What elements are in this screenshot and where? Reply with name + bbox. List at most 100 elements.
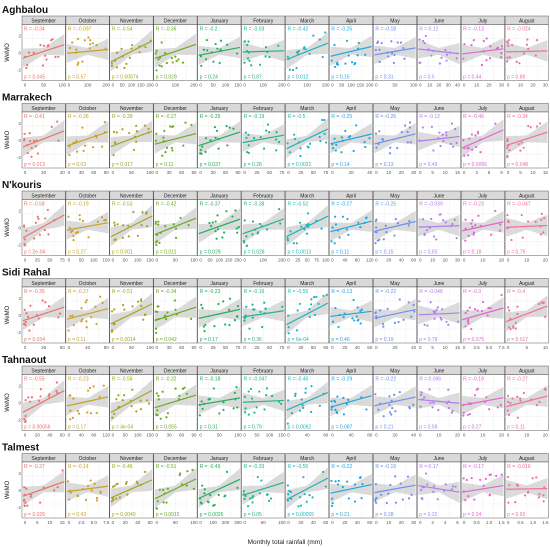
data-point (102, 384, 105, 387)
p-value-label: p = 0.32 (419, 512, 437, 518)
x-tick-label: 0 (375, 345, 378, 350)
data-point (170, 146, 173, 150)
p-value-label: p = 0.21 (331, 512, 349, 518)
data-point (294, 394, 297, 397)
data-point (293, 133, 296, 136)
r-value-label: R = -0.047 (507, 202, 531, 208)
data-point (535, 125, 539, 128)
facet-strip-label: December (164, 456, 187, 462)
data-point (368, 137, 371, 140)
data-point (333, 43, 336, 47)
x-tick-label: 20 (487, 83, 493, 88)
x-tick-label: 0.5 (473, 520, 480, 525)
p-value-label: p = 0.00055 (288, 512, 315, 518)
data-point (139, 408, 143, 411)
x-tick-label: 0 (155, 345, 158, 350)
data-point (476, 309, 479, 312)
x-tick-label: 30 (167, 170, 173, 175)
confidence-band (286, 381, 328, 420)
confidence-band (154, 33, 197, 68)
confidence-band (418, 214, 460, 237)
x-tick-label: 2.5 (473, 345, 480, 350)
confidence-band (66, 121, 109, 156)
data-point (286, 484, 290, 487)
regression-line (506, 224, 548, 228)
x-tick-label: 0 (419, 83, 422, 88)
x-tick-label: 0 (155, 433, 158, 438)
data-point (432, 235, 436, 238)
x-tick-label: 10 (386, 170, 392, 175)
data-point (392, 61, 395, 65)
data-point (472, 233, 475, 236)
r-value-label: R = -0.024 (507, 27, 531, 33)
data-point (217, 302, 220, 306)
y-axis-label: WeMO (5, 130, 11, 149)
confidence-band (154, 296, 197, 330)
data-point (489, 45, 492, 48)
p-value-label: p = 0.0015 (156, 512, 180, 518)
regression-line (374, 396, 416, 407)
data-point (481, 300, 485, 304)
x-tick-label: 20 (399, 170, 405, 175)
r-value-label: R = -0.048 (419, 289, 443, 295)
data-point (68, 46, 72, 50)
data-point (444, 483, 447, 486)
regression-line (22, 44, 65, 59)
data-point (422, 39, 425, 43)
data-point (212, 60, 215, 63)
data-point (420, 391, 423, 394)
data-point (77, 412, 81, 415)
data-point (36, 215, 39, 218)
data-point (29, 304, 32, 307)
data-point (147, 127, 150, 130)
p-value-label: p = 0.026 (244, 250, 265, 256)
facet-strip-label: September (31, 106, 56, 112)
regression-line (286, 477, 329, 501)
data-point (292, 242, 295, 245)
x-tick-label: 300 (234, 520, 242, 525)
r-value-label: R = -0.42 (288, 27, 309, 33)
r-value-label: R = -0.23 (200, 289, 221, 295)
x-tick-label: 20 (499, 258, 505, 263)
data-point (95, 411, 98, 415)
x-tick-label: 25 (255, 345, 261, 350)
data-point (23, 499, 26, 503)
data-point (286, 399, 290, 402)
facet-strip-label: October (79, 193, 97, 199)
confidence-band (23, 33, 65, 68)
data-point (507, 44, 510, 47)
data-point (388, 403, 391, 406)
confidence-band (66, 386, 109, 416)
data-point (136, 234, 139, 237)
p-value-label: p = 0.15 (375, 250, 393, 256)
data-point (309, 410, 313, 413)
data-point (457, 320, 460, 323)
data-point (333, 65, 337, 68)
data-point (445, 134, 448, 137)
regression-line (286, 302, 329, 326)
x-tick-label: 3 (475, 170, 478, 175)
x-tick-label: 40 (305, 433, 311, 438)
data-point (357, 41, 360, 45)
data-point (251, 303, 254, 306)
data-point (247, 40, 250, 43)
facet-strip-label: June (433, 193, 444, 199)
data-point (236, 406, 239, 409)
data-point (29, 400, 32, 403)
data-point (69, 230, 73, 234)
x-tick-label: 50 (223, 345, 229, 350)
data-point (136, 130, 139, 133)
data-point (23, 238, 26, 241)
data-point (342, 316, 345, 319)
facet-strip-label: July (478, 106, 487, 112)
data-point (75, 231, 78, 234)
confidence-band (198, 468, 240, 508)
data-point (447, 388, 450, 391)
data-point (251, 220, 255, 223)
r-value-label: R = 0.12 (419, 27, 438, 33)
x-tick-label: 20 (298, 520, 304, 525)
x-tick-label: 0 (24, 520, 27, 525)
